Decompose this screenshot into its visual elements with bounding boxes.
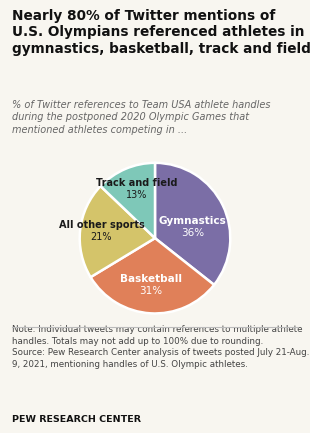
Text: PEW RESEARCH CENTER: PEW RESEARCH CENTER: [12, 415, 141, 424]
Text: Basketball: Basketball: [120, 275, 182, 284]
Text: 13%: 13%: [126, 190, 147, 200]
Text: Nearly 80% of Twitter mentions of
U.S. Olympians referenced athletes in
gymnasti: Nearly 80% of Twitter mentions of U.S. O…: [12, 9, 310, 56]
Text: All other sports: All other sports: [59, 220, 144, 230]
Text: Note: Individual tweets may contain references to multiple athlete
handles. Tota: Note: Individual tweets may contain refe…: [12, 325, 310, 369]
Text: 31%: 31%: [140, 287, 163, 297]
Text: Gymnastics: Gymnastics: [159, 216, 226, 226]
Wedge shape: [80, 186, 155, 277]
Text: Track and field: Track and field: [96, 178, 177, 187]
Text: 21%: 21%: [91, 232, 112, 242]
Wedge shape: [91, 238, 214, 313]
Text: % of Twitter references to Team USA athlete handles
during the postponed 2020 Ol: % of Twitter references to Team USA athl…: [12, 100, 271, 135]
Wedge shape: [100, 163, 155, 238]
Text: 36%: 36%: [181, 228, 204, 238]
Wedge shape: [155, 163, 230, 285]
